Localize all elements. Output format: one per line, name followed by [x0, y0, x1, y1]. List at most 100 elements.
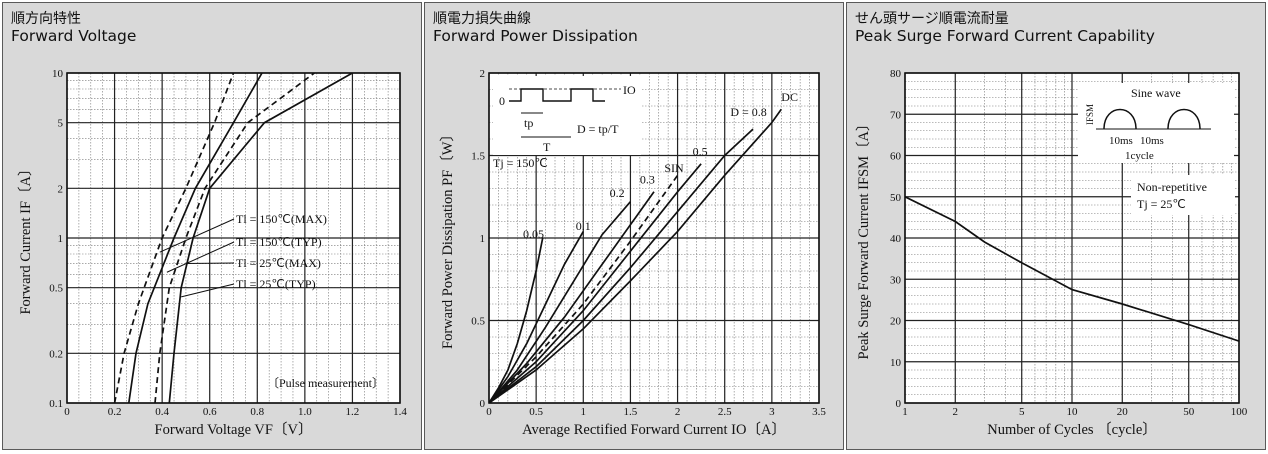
x-tick-label: 1.2: [346, 406, 360, 418]
condition-line-1: Non-repetitive: [1137, 180, 1207, 194]
y-tick-label: 5: [58, 118, 64, 130]
y-tick-label: 70: [890, 109, 902, 121]
series-line: [489, 201, 632, 403]
y-tick-label: 10: [52, 68, 64, 80]
y-axis-label: Forward Power Dissipation PF〔W〕: [439, 127, 456, 349]
x-tick-label: 1.4: [393, 406, 407, 418]
panel-title-jp: せん頭サージ順電流耐量: [855, 11, 1009, 27]
x-tick-label: 50: [1183, 406, 1195, 418]
y-tick-label: 0.2: [49, 348, 63, 360]
series-label: D = 0.8: [730, 105, 766, 119]
series-label: DC: [781, 90, 798, 104]
panel-forward-power-dissipation: 順電力損失曲線 Forward Power Dissipation 0 0.5 1 1…: [424, 2, 844, 450]
chart-peak-surge-current: 1 2 5 10 20 50 100 0 10 20 30 40 50 60 70 80 Number of C…: [855, 68, 1248, 438]
x-tick-label: 5: [1019, 406, 1025, 418]
series-line: [489, 237, 544, 403]
series-line: [489, 174, 679, 403]
inset-ifsm-label: IFSM: [1085, 104, 1095, 125]
series-line: [168, 73, 353, 403]
x-tick-label: 0.6: [203, 406, 217, 418]
y-tick-label: 0.5: [471, 316, 485, 328]
x-tick-label: 2.5: [718, 406, 732, 418]
x-tick-label: 2: [953, 406, 959, 418]
chart-forward-voltage: 0 0.2 0.4 0.6 0.8 1.0 1.2 1.4 0.1 0.2 0.5 1 2 5 10 Forw…: [17, 68, 407, 438]
inset-period-label: T: [543, 140, 551, 154]
series-group: [489, 108, 782, 403]
x-tick-label: 10: [1067, 406, 1079, 418]
series-line: [489, 108, 782, 403]
panel-title-en: Forward Voltage: [11, 27, 137, 45]
y-tick-label: 2: [58, 183, 64, 195]
y-tick-label: 1: [480, 233, 486, 245]
condition-label: Tj = 150℃: [493, 156, 548, 170]
x-tick-label: 20: [1117, 406, 1129, 418]
inset-title: Sine wave: [1131, 86, 1181, 100]
sine-half-2: [1167, 108, 1201, 130]
series-label: 0.5: [693, 145, 708, 159]
x-axis-label: Number of Cycles 〔cycle〕: [987, 421, 1157, 438]
x-tick-label: 3.5: [812, 406, 826, 418]
series-label: SIN: [664, 161, 684, 175]
x-axis-label: Average Rectified Forward Current IO〔A〕: [522, 421, 786, 438]
legend-leader: [185, 262, 235, 265]
x-tick-label: 0.5: [529, 406, 543, 418]
legend-label: Tl = 150℃(TYP): [236, 235, 322, 249]
inset-io-label: IO: [623, 83, 636, 97]
y-axis-label: Forward Current IF〔A〕: [17, 161, 34, 314]
legend-label: Tl = 25℃(TYP): [236, 277, 316, 291]
x-tick-label: 100: [1231, 406, 1248, 418]
series-label: 0.1: [576, 219, 591, 233]
x-tick-label: 0.8: [250, 406, 264, 418]
series-line: [489, 163, 702, 403]
series-group: [905, 196, 1239, 342]
y-tick-label: 0: [480, 398, 486, 410]
x-tick-label: 1.0: [298, 406, 312, 418]
series-line: [905, 196, 1239, 342]
series-label: 0.3: [640, 173, 655, 187]
plot-border: [488, 72, 820, 404]
inset-background: [493, 76, 641, 155]
plot-border: [904, 72, 1240, 404]
pulse-waveform: [509, 88, 605, 102]
y-tick-label: 0.1: [49, 398, 63, 410]
y-tick-label: 10: [890, 357, 902, 369]
panel-title-en: Peak Surge Forward Current Capability: [855, 27, 1155, 45]
inset-half-label-2: 10ms: [1140, 135, 1164, 147]
x-tick-label: 1.5: [624, 406, 638, 418]
inset-duty-formula: D = tp/T: [577, 122, 619, 136]
y-tick-label: 40: [890, 233, 902, 245]
y-tick-label: 1.5: [471, 151, 485, 163]
x-tick-label: 0: [486, 406, 492, 418]
series-label: 0.2: [610, 186, 625, 200]
x-tick-label: 0.4: [155, 406, 169, 418]
measurement-note: 〔Pulse measurement〕: [267, 376, 384, 390]
y-tick-label: 50: [890, 192, 902, 204]
inset-tp-label: tp: [524, 116, 533, 130]
x-tick-label: 0: [64, 406, 70, 418]
condition-line-2: Tj = 25℃: [1137, 197, 1186, 211]
series-line: [113, 73, 235, 403]
sine-half-1: [1103, 108, 1137, 130]
series-line: [489, 230, 585, 403]
condition-background: [1131, 175, 1235, 215]
x-tick-label: 1: [902, 406, 908, 418]
legend-label: Tl = 150℃(MAX): [236, 212, 327, 226]
panel-title-en: Forward Power Dissipation: [433, 27, 638, 45]
inset-half-label-1: 10ms: [1109, 135, 1133, 147]
y-axis-label: Peak Surge Forward Current IFSM〔A〕: [855, 117, 872, 360]
series-line: [489, 128, 754, 403]
panel-title-jp: 順方向特性: [11, 11, 81, 27]
series-line: [127, 73, 263, 403]
x-tick-label: 3: [769, 406, 775, 418]
panel-forward-voltage: 順方向特性 Forward Voltage 0 0.2 0.4 0.6 0.8 1.0 1.…: [2, 2, 422, 450]
series-line: [489, 191, 655, 403]
panel-title-jp: 順電力損失曲線: [433, 11, 531, 27]
legend-leader: [166, 241, 235, 273]
y-tick-label: 2: [480, 68, 486, 80]
y-tick-label: 1: [58, 233, 64, 245]
x-tick-label: 0.2: [108, 406, 122, 418]
y-tick-label: 0: [896, 398, 902, 410]
y-tick-label: 60: [890, 151, 902, 163]
series-label: 0.05: [523, 227, 544, 241]
